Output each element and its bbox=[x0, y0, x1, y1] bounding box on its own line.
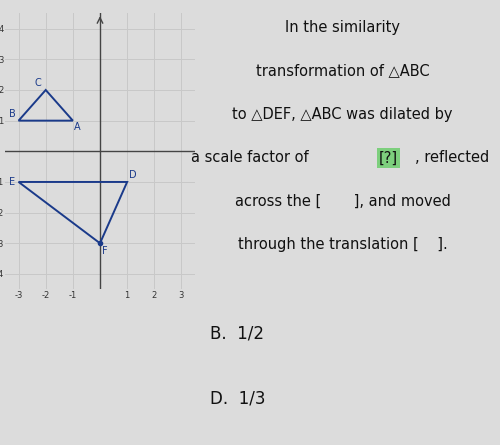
Text: B.  1/2: B. 1/2 bbox=[210, 324, 264, 342]
Text: A: A bbox=[74, 122, 81, 132]
Text: D.  1/3: D. 1/3 bbox=[210, 390, 266, 408]
Text: to △DEF, △ABC was dilated by: to △DEF, △ABC was dilated by bbox=[232, 107, 453, 122]
Text: B: B bbox=[8, 109, 16, 119]
Text: In the similarity: In the similarity bbox=[285, 20, 400, 35]
Text: C: C bbox=[35, 78, 42, 89]
Text: D: D bbox=[130, 170, 137, 180]
Text: a scale factor of: a scale factor of bbox=[192, 150, 314, 166]
Text: F: F bbox=[102, 247, 108, 256]
Text: , reflected: , reflected bbox=[415, 150, 489, 166]
Text: [?]: [?] bbox=[378, 150, 398, 166]
Text: E: E bbox=[9, 177, 16, 187]
Text: through the translation [    ].: through the translation [ ]. bbox=[238, 237, 448, 252]
Text: transformation of △ABC: transformation of △ABC bbox=[256, 64, 430, 79]
Text: across the [       ], and moved: across the [ ], and moved bbox=[234, 194, 450, 209]
